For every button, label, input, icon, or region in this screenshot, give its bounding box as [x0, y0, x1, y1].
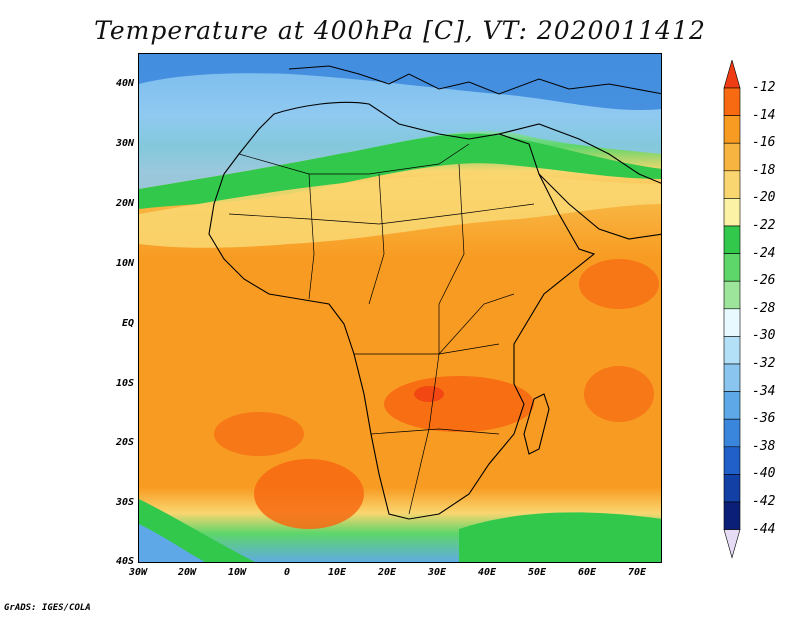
- map-title: Temperature at 400hPa [C], VT: 202001141…: [94, 16, 706, 45]
- colorbar-level-label: -34: [752, 383, 776, 399]
- colorbar-level-label: -42: [752, 494, 776, 509]
- yellow-belt-sahara: [139, 174, 661, 248]
- green-band-north: [139, 133, 661, 209]
- lon-label-40e: 40E: [477, 567, 497, 578]
- country-borders: [228, 143, 535, 515]
- colorbar-segment: [723, 391, 741, 420]
- lon-label-60e: 60E: [577, 567, 597, 578]
- colorbar-segment: [723, 446, 741, 475]
- lon-label-70e: 70E: [627, 567, 647, 578]
- lon-label-10e: 10E: [327, 567, 347, 578]
- warm-patch-east: [579, 259, 659, 309]
- colorbar-level-label: -12: [752, 80, 776, 95]
- cold-air-southwest: [139, 524, 206, 562]
- colorbar-level-label: -28: [752, 300, 776, 316]
- colorbar-level-label: -36: [752, 411, 776, 427]
- colorbar-level-label: -40: [752, 466, 776, 482]
- lat-label-eq: EQ: [121, 318, 134, 329]
- colorbar-segment: [723, 363, 741, 392]
- colorbar-segment: [723, 225, 741, 254]
- warm-patch-central: [384, 376, 534, 432]
- colorbar-top-triangle: [723, 60, 741, 89]
- madagascar-coastline: [523, 393, 550, 455]
- lon-label-20w: 20W: [177, 567, 197, 578]
- colorbar-level-label: -44: [752, 521, 776, 537]
- arabia-coastline: [498, 123, 661, 240]
- colorbar-segment: [723, 142, 741, 172]
- hot-spot-zambia: [414, 386, 444, 402]
- cold-core-north: [139, 54, 661, 110]
- colorbar-level-label: -20: [752, 190, 776, 206]
- lat-label-40s: 40S: [115, 556, 134, 567]
- africa-coastline: [208, 101, 596, 520]
- map-canvas: [139, 54, 661, 562]
- colorbar-segment: [723, 501, 741, 530]
- colorbar-level-label: -32: [752, 356, 776, 371]
- lat-label-30n: 30N: [115, 138, 134, 149]
- colorbar-segment: [723, 336, 741, 365]
- lon-label-0: 0: [283, 567, 291, 578]
- lon-label-30e: 30E: [427, 567, 447, 578]
- colorbar-level-label: -26: [752, 273, 776, 289]
- colorbar-level-label: -14: [752, 107, 776, 123]
- colorbar-segment: [723, 308, 741, 337]
- colorbar-segment: [723, 280, 741, 310]
- colorbar-level-label: -38: [752, 438, 776, 454]
- colorbar-segment: [723, 253, 741, 282]
- colorbar-segment: [723, 418, 741, 448]
- warm-patch-indian-ocean: [584, 366, 654, 422]
- lat-label-30s: 30S: [115, 497, 134, 508]
- warm-patch-southwest: [254, 459, 364, 529]
- lon-label-50e: 50E: [527, 567, 547, 578]
- lat-label-10n: 10N: [115, 258, 134, 269]
- lon-label-20e: 20E: [377, 567, 397, 578]
- colorbar-level-label: -16: [752, 135, 776, 151]
- lat-label-10s: 10S: [115, 378, 134, 389]
- colorbar-segment: [723, 87, 741, 116]
- colorbar-segment: [723, 198, 741, 227]
- colorbar: [723, 60, 741, 559]
- warm-patch-west: [214, 412, 304, 456]
- temperature-map: [138, 53, 662, 563]
- colorbar-bottom-triangle: [723, 529, 741, 559]
- colorbar-level-label: -22: [752, 218, 776, 233]
- green-band-southeast: [459, 512, 661, 562]
- grads-credit: GrADS: IGES/COLA: [4, 603, 91, 613]
- colorbar-level-label: -18: [752, 162, 776, 178]
- europe-coastline: [288, 65, 661, 95]
- colorbar-segment: [723, 115, 741, 144]
- colorbar-level-label: -24: [752, 245, 776, 261]
- lat-label-20s: 20S: [115, 437, 134, 448]
- colorbar-level-label: -30: [752, 328, 776, 344]
- lat-label-40n: 40N: [115, 78, 134, 89]
- lon-label-30w: 30W: [128, 567, 148, 578]
- colorbar-segment: [723, 474, 741, 503]
- lon-label-10w: 10W: [227, 567, 247, 578]
- colorbar-segment: [723, 170, 741, 199]
- lat-label-20n: 20N: [115, 198, 134, 209]
